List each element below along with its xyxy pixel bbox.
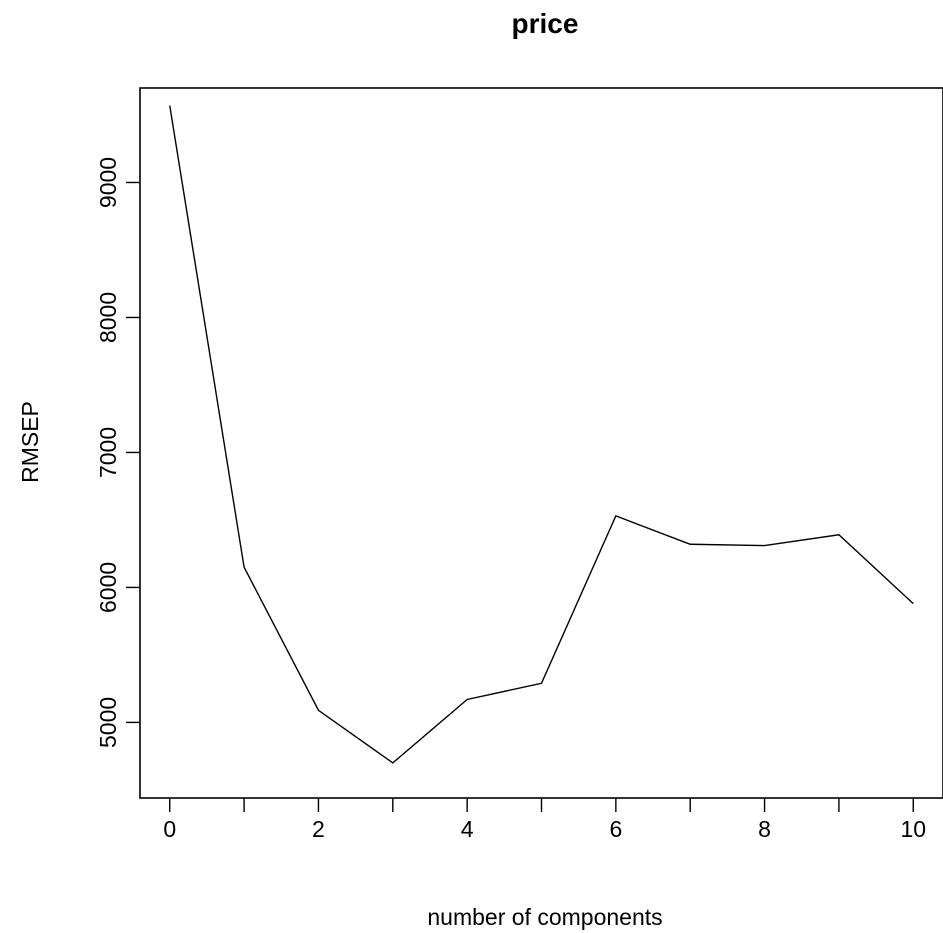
- x-axis-label: number of components: [427, 904, 662, 930]
- y-tick-label-8000: 8000: [95, 292, 121, 343]
- y-axis-label: RMSEP: [17, 401, 43, 483]
- data-points: [168, 104, 916, 765]
- x-tick-label-4: 4: [461, 816, 474, 842]
- x-tick-label-2: 2: [312, 816, 325, 842]
- x-tick-label-10: 10: [900, 816, 926, 842]
- series-line: [170, 106, 914, 763]
- x-axis: 0 2 4 6 8 10: [163, 798, 926, 842]
- y-axis: 5000 6000 7000 8000 9000: [95, 157, 140, 748]
- plot-frame: [140, 88, 943, 798]
- x-tick-label-0: 0: [163, 816, 176, 842]
- y-tick-label-5000: 5000: [95, 697, 121, 748]
- chart-title: price: [512, 8, 579, 39]
- y-tick-label-7000: 7000: [95, 427, 121, 478]
- y-tick-label-6000: 6000: [95, 562, 121, 613]
- x-tick-label-6: 6: [609, 816, 622, 842]
- x-tick-label-8: 8: [758, 816, 771, 842]
- y-tick-label-9000: 9000: [95, 157, 121, 208]
